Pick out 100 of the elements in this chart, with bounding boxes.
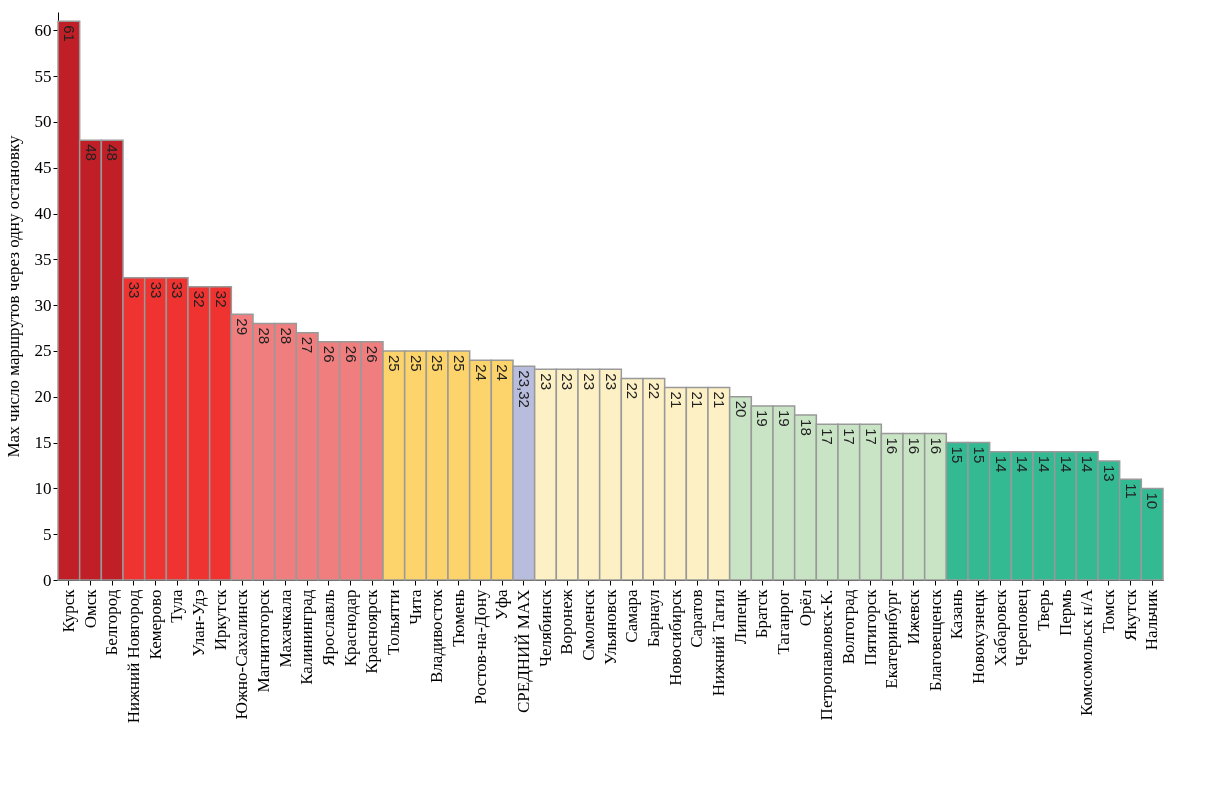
data-label: 22 (624, 382, 642, 400)
x-tick-label: Южно-Сахалинск (232, 588, 252, 720)
data-label: 23,32 (515, 370, 533, 408)
data-label: 23 (537, 373, 555, 390)
x-tick-label: Волгоград (838, 589, 858, 665)
x-tick-label: Красноярск (362, 588, 382, 674)
data-label: 14 (1035, 455, 1053, 473)
x-tick-label: Пермь (1055, 589, 1075, 637)
x-tick-label: Томск (1098, 588, 1118, 634)
x-tick-label: Ростов-на-Дону (470, 589, 490, 705)
x-tick-label: Якутск (1120, 588, 1140, 641)
data-label: 13 (1100, 464, 1118, 482)
x-tick-label: Челябинск (535, 588, 555, 668)
y-tick-label: 35 (34, 249, 52, 269)
x-tick-label: Самара (622, 589, 642, 643)
x-tick-label: Комсомольск н/А (1077, 588, 1097, 717)
data-label: 24 (494, 364, 512, 381)
x-tick-label: Екатеринбург (882, 589, 902, 689)
data-label: 26 (342, 345, 360, 363)
x-tick-label: Саратов (687, 589, 707, 648)
x-tick-label: Петропавловск-К. (817, 589, 837, 721)
data-label: 25 (407, 354, 425, 372)
y-tick-label: 10 (34, 478, 52, 498)
x-tick-label: Таганрог (773, 589, 793, 655)
x-tick-label: Липецк (730, 588, 750, 645)
data-label: 21 (689, 391, 707, 409)
y-tick-label: 15 (34, 433, 52, 453)
x-tick-label: Улан-Удэ (188, 589, 208, 657)
x-tick-label: Пятигорск (860, 588, 880, 666)
data-label: 48 (104, 144, 122, 161)
x-tick-label: СРЕДНИЙ MAX (513, 589, 533, 714)
data-label: 29 (234, 318, 252, 336)
data-label: 25 (385, 354, 403, 372)
y-tick-label: 55 (34, 66, 52, 86)
y-tick-label: 40 (34, 204, 52, 224)
y-tick-label: 60 (34, 20, 52, 40)
x-tick-label: Барнаул (643, 588, 663, 648)
data-label: 11 (1122, 483, 1140, 499)
data-label: 26 (320, 345, 338, 363)
data-label: 22 (645, 382, 663, 400)
x-tick-label: Магнитогорск (253, 588, 273, 693)
y-tick-label: 5 (43, 524, 52, 544)
data-label: 16 (905, 437, 923, 455)
data-label: 61 (60, 25, 78, 42)
data-label: 14 (1057, 455, 1075, 473)
x-tick-label: Краснодар (340, 589, 360, 667)
data-label: 24 (472, 364, 490, 381)
x-tick-label: Ижевск (903, 588, 923, 645)
data-label: 20 (732, 400, 750, 418)
data-label: 14 (1014, 455, 1032, 473)
x-tick-label: Орёл (795, 588, 815, 627)
x-tick-label: Чита (405, 589, 425, 625)
x-tick-label: Смоленск (578, 588, 598, 661)
x-tick-label: Череповец (1012, 589, 1032, 667)
data-label: 17 (862, 428, 880, 445)
data-label: 21 (710, 391, 728, 409)
x-tick-label: Калининград (297, 589, 317, 685)
y-tick-label: 20 (34, 387, 52, 407)
x-tick-label: Омск (80, 588, 100, 629)
y-tick-label: 50 (34, 112, 52, 132)
data-label: 23 (602, 373, 620, 390)
data-label: 16 (927, 437, 945, 455)
x-tick-label: Тольятти (383, 589, 403, 655)
data-label: 33 (125, 281, 143, 299)
data-label: 27 (299, 336, 317, 354)
data-label: 18 (797, 419, 815, 436)
y-tick-label: 30 (34, 295, 52, 315)
data-label: 48 (82, 144, 100, 161)
x-tick-label: Благовещенск (925, 588, 945, 692)
y-tick-label: 25 (34, 341, 52, 361)
data-label: 32 (212, 290, 230, 308)
data-label: 33 (147, 281, 165, 299)
x-tick-label: Новосибирск (665, 588, 685, 686)
data-label: 10 (1144, 492, 1162, 510)
x-tick-label: Владивосток (427, 588, 447, 683)
x-tick-label: Нижний Тагил (708, 588, 728, 697)
x-tick-label: Кемерово (145, 589, 165, 660)
data-label: 33 (169, 281, 187, 299)
data-label: 25 (450, 354, 468, 372)
data-label: 17 (819, 428, 837, 445)
x-tick-label: Ярославль (318, 589, 338, 666)
data-label: 19 (754, 409, 772, 427)
data-label: 26 (364, 345, 382, 363)
x-tick-label: Нижний Новгород (123, 589, 143, 724)
x-tick-label: Воронеж (557, 589, 577, 655)
data-label: 15 (949, 446, 967, 464)
x-tick-label: Тверь (1033, 589, 1053, 631)
x-tick-label: Курск (58, 588, 78, 633)
x-tick-label: Иркутск (210, 588, 230, 651)
x-tick-label: Тула (167, 589, 187, 623)
x-tick-label: Белгород (102, 589, 122, 656)
data-label: 32 (190, 290, 208, 308)
x-tick-label: Нальчик (1142, 588, 1162, 651)
x-tick-label: Тюмень (448, 589, 468, 647)
data-label: 15 (970, 446, 988, 464)
data-label: 28 (277, 327, 295, 345)
x-tick-label: Новокузнецк (968, 588, 988, 684)
data-label: 21 (667, 391, 685, 409)
data-label: 17 (840, 428, 858, 445)
x-tick-label: Ульяновск (600, 588, 620, 666)
